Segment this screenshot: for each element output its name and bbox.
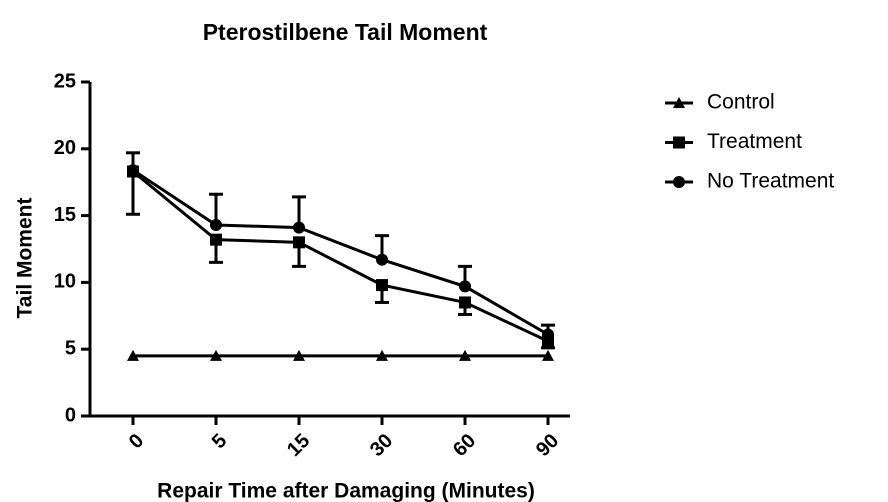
y-axis-label: Tail Moment — [14, 198, 37, 319]
x-tick-label: 30 — [366, 430, 397, 461]
y-tick-label: 15 — [54, 204, 76, 226]
series-line — [132, 170, 549, 343]
marker — [210, 218, 222, 231]
marker — [376, 279, 388, 292]
x-tick-label: 5 — [208, 430, 231, 453]
marker — [673, 136, 685, 149]
x-axis-label: Repair Time after Damaging (Minutes) — [157, 480, 535, 502]
marker — [293, 236, 305, 249]
legend-label: Treatment — [707, 130, 802, 153]
legend-label: Control — [707, 91, 775, 114]
marker — [127, 349, 139, 361]
marker — [210, 233, 222, 246]
y-tick-label: 20 — [54, 137, 76, 159]
marker — [376, 253, 388, 266]
chart-title: Pterostilbene Tail Moment — [203, 19, 488, 45]
marker — [542, 349, 554, 361]
y-tick-label: 25 — [54, 70, 76, 92]
marker — [459, 280, 471, 293]
y-tick-label: 10 — [54, 271, 76, 293]
marker — [376, 349, 388, 361]
marker — [127, 164, 139, 177]
error-bar — [126, 171, 140, 216]
y-tick-label: 0 — [65, 404, 76, 426]
marker — [673, 176, 685, 188]
marker — [293, 221, 305, 234]
marker — [542, 328, 554, 341]
marker — [459, 349, 471, 361]
x-tick-label: 15 — [283, 430, 314, 461]
x-tick-label: 90 — [532, 430, 563, 461]
marker — [459, 296, 471, 309]
x-tick-label: 0 — [125, 430, 148, 453]
marker — [293, 349, 305, 361]
y-tick-label: 5 — [65, 337, 76, 359]
series-line — [132, 168, 549, 336]
marker — [673, 97, 685, 108]
x-tick-label: 60 — [449, 430, 480, 461]
marker — [210, 349, 222, 361]
legend-label: No Treatment — [707, 170, 834, 193]
